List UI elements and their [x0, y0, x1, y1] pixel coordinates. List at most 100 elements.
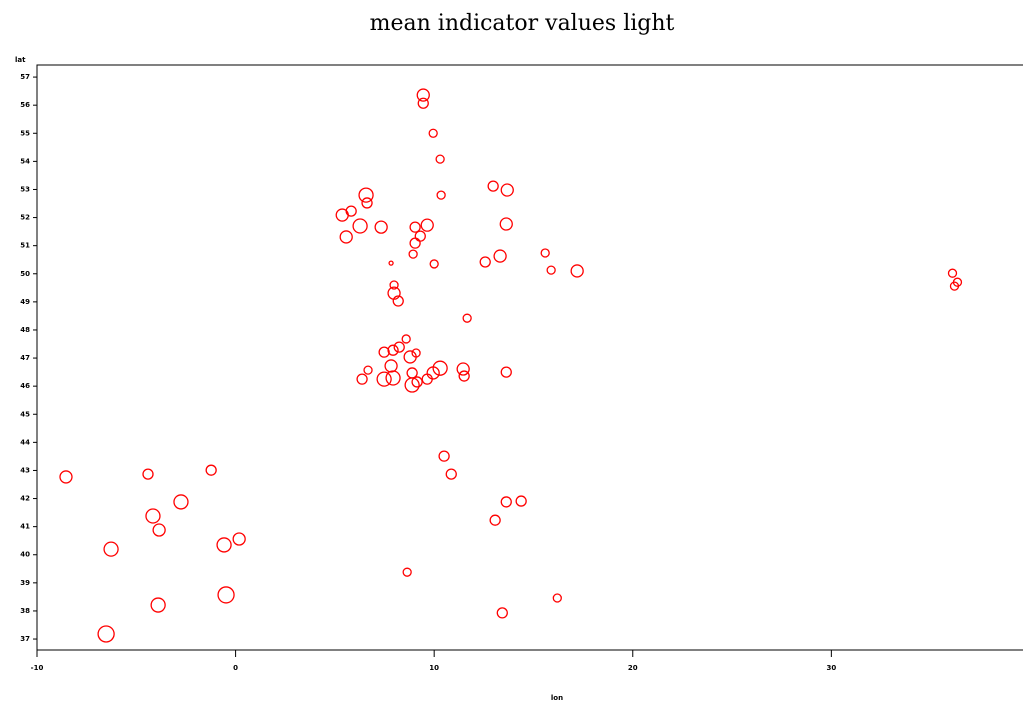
bubble: [409, 237, 421, 249]
bubble: [339, 230, 353, 244]
bubble: [363, 365, 373, 375]
bubble: [356, 373, 368, 385]
y-tick-label: 50: [20, 270, 30, 278]
bubble: [376, 371, 392, 387]
y-tick-label: 47: [20, 354, 30, 362]
y-tick-label: 49: [20, 298, 30, 306]
bubble: [403, 350, 417, 364]
y-tick-label: 42: [20, 495, 30, 503]
bubble: [384, 359, 398, 373]
bubble: [949, 281, 960, 291]
bubble: [97, 625, 115, 643]
bubble: [493, 249, 507, 263]
bubble: [393, 341, 405, 353]
bubble: [385, 370, 401, 386]
bubble: [458, 370, 470, 382]
chart-title: mean indicator values light: [370, 11, 675, 36]
y-tick-label: 54: [20, 157, 30, 165]
bubble: [414, 230, 426, 242]
y-tick-label: 57: [20, 73, 30, 81]
bubble: [432, 360, 448, 376]
bubble: [173, 494, 189, 510]
plot-frame: [36, 64, 1023, 651]
bubble: [500, 496, 512, 508]
bubble: [456, 362, 470, 376]
y-tick-label: 43: [20, 466, 30, 474]
bubble: [59, 470, 73, 484]
bubble: [462, 313, 472, 323]
bubble: [417, 97, 429, 109]
bubble: [232, 532, 246, 546]
x-tick-label: -10: [31, 664, 44, 672]
bubble: [374, 220, 388, 234]
bubble: [435, 154, 445, 164]
bubble: [401, 334, 411, 344]
bubble: [515, 495, 527, 507]
bubble: [358, 187, 374, 203]
y-tick-label: 55: [20, 129, 30, 137]
bubble: [438, 450, 450, 462]
bubble: [500, 366, 512, 378]
bubble: [420, 218, 434, 232]
bubble: [406, 367, 418, 379]
bubble: [352, 218, 368, 234]
x-tick-label: 20: [628, 664, 638, 672]
bubble: [142, 468, 154, 480]
bubble: [216, 537, 232, 553]
bubble: [499, 217, 513, 231]
y-tick-label: 56: [20, 101, 30, 109]
y-tick-label: 40: [20, 551, 30, 559]
bubble: [335, 208, 349, 222]
bubble: [947, 268, 958, 278]
bubble: [392, 295, 404, 307]
bubble: [445, 468, 457, 480]
x-tick-label: 10: [429, 664, 439, 672]
bubble: [496, 607, 508, 619]
x-tick-label: 0: [233, 664, 238, 672]
bubble: [152, 523, 166, 537]
bubble: [421, 373, 433, 385]
bubble: [103, 541, 119, 557]
x-axis-label: lon: [551, 694, 563, 702]
y-tick-label: 48: [20, 326, 30, 334]
y-axis-label: lat: [15, 56, 26, 64]
bubble: [426, 366, 440, 380]
bubble: [361, 197, 373, 209]
y-tick-label: 44: [20, 438, 30, 446]
bubble: [402, 567, 412, 577]
bubble: [479, 256, 491, 268]
bubble: [570, 264, 584, 278]
bubble: [378, 346, 390, 358]
y-tick-label: 41: [20, 523, 30, 531]
bubble: [411, 376, 423, 388]
y-tick-label: 51: [20, 242, 30, 250]
bubble: [409, 221, 421, 233]
y-tick-label: 46: [20, 382, 30, 390]
bubble: [404, 377, 420, 393]
bubble: [205, 464, 217, 476]
x-tick-label: 30: [826, 664, 836, 672]
bubble: [428, 128, 438, 138]
bubble: [429, 259, 439, 269]
bubble: [145, 508, 161, 524]
y-tick-label: 53: [20, 185, 30, 193]
y-tick-label: 52: [20, 214, 30, 222]
y-tick-label: 45: [20, 410, 30, 418]
bubble: [552, 593, 562, 603]
bubble: [388, 260, 394, 266]
y-tick-label: 39: [20, 579, 30, 587]
bubble: [408, 249, 418, 259]
bubble: [489, 514, 501, 526]
bubble: [436, 190, 446, 200]
bubble: [416, 88, 430, 102]
bubble: [540, 248, 550, 258]
bubble: [150, 597, 166, 613]
y-tick-label: 38: [20, 607, 30, 615]
bubble: [487, 180, 499, 192]
bubble: [217, 586, 235, 604]
bubble: [389, 280, 399, 290]
bubble: [500, 183, 514, 197]
y-tick-label: 37: [20, 635, 30, 643]
bubble: [546, 265, 556, 275]
